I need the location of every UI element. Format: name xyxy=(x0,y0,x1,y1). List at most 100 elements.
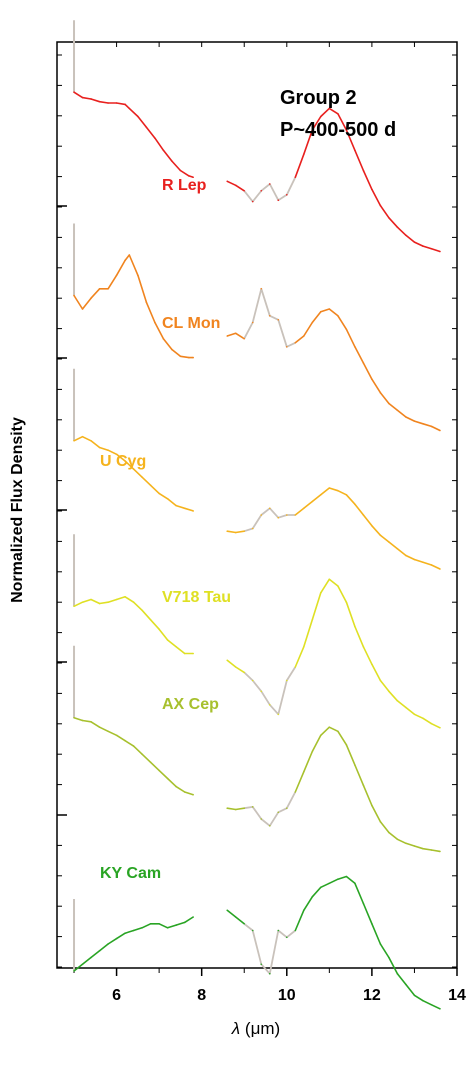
series-point xyxy=(439,429,441,432)
series-point xyxy=(345,743,348,746)
series-point xyxy=(183,652,186,655)
series-point xyxy=(422,422,424,425)
series-point xyxy=(354,625,356,628)
series-point xyxy=(362,902,365,905)
series-point xyxy=(149,922,152,925)
series-point xyxy=(379,679,382,682)
series-point xyxy=(388,831,390,834)
axis-ticks: 6 8 10 12 14 xyxy=(57,42,466,1004)
series-label: KY Cam xyxy=(100,865,161,882)
series-point xyxy=(422,999,424,1002)
series-line xyxy=(226,875,441,1010)
series-point xyxy=(405,983,407,986)
series-point xyxy=(311,895,314,898)
series-point xyxy=(439,850,441,853)
series-point xyxy=(234,184,237,187)
series-point xyxy=(124,596,126,598)
series-point xyxy=(294,791,297,793)
series-point xyxy=(422,717,424,720)
series-point xyxy=(303,153,305,156)
series-point xyxy=(90,956,92,959)
series-point xyxy=(413,845,416,847)
series-point xyxy=(226,530,229,532)
series-point xyxy=(137,115,139,118)
series-point xyxy=(285,807,288,809)
series-ky-cam xyxy=(73,875,441,1010)
series-point xyxy=(285,346,288,348)
series-point xyxy=(183,921,186,924)
series-point xyxy=(345,328,348,331)
series-point xyxy=(251,929,254,932)
series-point xyxy=(277,811,280,814)
series-point xyxy=(107,102,109,104)
series-point xyxy=(311,500,314,503)
series-point xyxy=(90,98,92,100)
series-point xyxy=(277,319,280,321)
series-point xyxy=(192,652,194,655)
series-point xyxy=(107,287,109,290)
x-axis-label: λ (μm) xyxy=(231,1019,280,1038)
series-point xyxy=(362,514,365,516)
x-tick-label: 12 xyxy=(363,987,381,1004)
series-line xyxy=(227,487,441,570)
series-point xyxy=(145,126,148,129)
series-point xyxy=(192,793,194,796)
series-point xyxy=(175,504,177,507)
series-point xyxy=(430,1003,433,1006)
series-point xyxy=(260,514,263,516)
series-point xyxy=(268,704,271,706)
series-point xyxy=(371,922,373,925)
series-point xyxy=(81,719,84,722)
series-point xyxy=(166,498,169,500)
series-u-cyg xyxy=(73,368,441,570)
series-point xyxy=(226,335,229,337)
series-point xyxy=(115,102,118,104)
series-point xyxy=(243,530,246,532)
series-point xyxy=(430,849,433,851)
series-point xyxy=(379,391,382,394)
series-point xyxy=(234,531,237,534)
series-point xyxy=(124,460,126,462)
series-point xyxy=(337,730,339,733)
series-point xyxy=(413,241,416,243)
series-point xyxy=(405,234,407,237)
series-point xyxy=(98,100,101,103)
series-label: U Cyg xyxy=(100,453,146,470)
series-line-masked xyxy=(243,176,297,203)
series-point xyxy=(371,188,373,191)
series-point xyxy=(98,446,101,449)
series-line xyxy=(73,254,194,359)
series-point xyxy=(405,706,407,709)
series-point xyxy=(73,970,75,972)
series-point xyxy=(430,425,433,428)
series-point xyxy=(337,878,339,880)
series-point xyxy=(226,807,229,809)
series-point xyxy=(303,770,305,773)
series-point xyxy=(243,189,246,192)
series-point xyxy=(277,516,280,519)
series-point xyxy=(422,245,424,247)
series-point xyxy=(345,601,348,603)
series-point xyxy=(171,160,173,162)
series-point xyxy=(320,115,322,118)
series-point xyxy=(124,739,126,742)
series-point xyxy=(154,321,156,324)
series-label: AX Cep xyxy=(162,696,219,713)
series-point xyxy=(268,972,271,975)
series-point xyxy=(171,348,173,351)
series-point xyxy=(371,663,373,666)
series-point xyxy=(175,924,177,926)
series-point xyxy=(379,534,382,537)
series-point xyxy=(328,882,331,885)
x-tick-label: 14 xyxy=(448,987,466,1004)
series-point xyxy=(73,439,75,442)
series-point xyxy=(320,310,322,313)
series-point xyxy=(107,601,109,603)
series-point xyxy=(141,753,143,755)
series-point xyxy=(362,645,365,648)
series-point xyxy=(192,916,194,918)
series-point xyxy=(158,628,160,630)
series-point xyxy=(311,618,314,621)
series-point xyxy=(260,287,263,290)
series-point xyxy=(337,314,339,317)
